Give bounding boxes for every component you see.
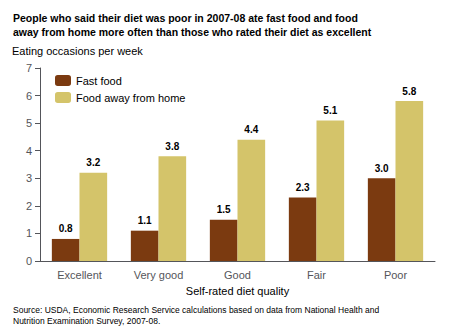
svg-text:3.8: 3.8 <box>165 141 179 152</box>
svg-text:2.3: 2.3 <box>296 182 310 193</box>
svg-text:3.2: 3.2 <box>86 157 100 168</box>
svg-text:Excellent: Excellent <box>57 269 102 281</box>
svg-text:Fast food: Fast food <box>76 75 122 87</box>
svg-text:0: 0 <box>26 255 32 267</box>
svg-text:0.8: 0.8 <box>59 223 73 234</box>
svg-text:Very good: Very good <box>134 269 184 281</box>
svg-text:Poor: Poor <box>384 269 408 281</box>
svg-text:Fair: Fair <box>307 269 326 281</box>
svg-text:People who said their diet was: People who said their diet was poor in 2… <box>13 12 358 24</box>
svg-text:5.1: 5.1 <box>323 105 337 116</box>
svg-text:3.0: 3.0 <box>375 163 389 174</box>
svg-text:1: 1 <box>26 227 32 239</box>
svg-text:4.4: 4.4 <box>244 124 258 135</box>
svg-text:5.8: 5.8 <box>402 86 416 97</box>
svg-text:away from home more often than: away from home more often than those who… <box>13 26 372 38</box>
svg-text:1.5: 1.5 <box>217 204 231 215</box>
svg-text:5: 5 <box>26 117 32 129</box>
svg-text:Source: USDA, Economic Researc: Source: USDA, Economic Research Service … <box>13 305 379 315</box>
svg-text:Good: Good <box>224 269 251 281</box>
svg-text:2: 2 <box>26 200 32 212</box>
svg-text:3: 3 <box>26 172 32 184</box>
svg-text:6: 6 <box>26 90 32 102</box>
svg-text:7: 7 <box>26 62 32 74</box>
svg-text:4: 4 <box>26 145 32 157</box>
svg-text:1.1: 1.1 <box>138 215 152 226</box>
svg-text:Eating occasions per week: Eating occasions per week <box>12 45 143 57</box>
svg-text:Nutrition Examination Survey,: Nutrition Examination Survey, 2007-08. <box>13 316 160 326</box>
svg-text:Food away from home: Food away from home <box>76 92 185 104</box>
svg-text:Self-rated diet quality: Self-rated diet quality <box>186 285 290 297</box>
